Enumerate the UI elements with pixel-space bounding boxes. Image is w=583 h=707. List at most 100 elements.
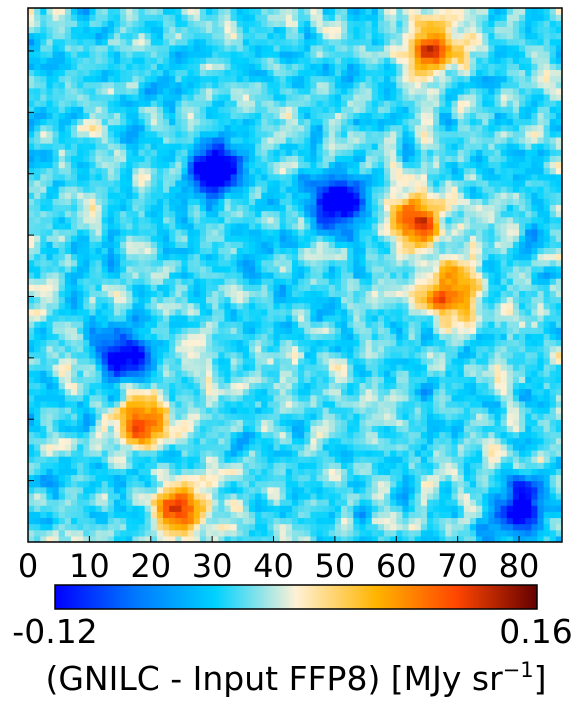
heatmap-cell	[156, 523, 164, 531]
heatmap-cell	[341, 376, 348, 384]
heatmap-cell	[322, 290, 330, 298]
heatmap-cell	[199, 284, 207, 291]
heatmap-cell	[156, 376, 164, 384]
heatmap-cell	[107, 265, 115, 273]
heatmap-cell	[224, 517, 232, 525]
heatmap-cell	[426, 443, 434, 451]
heatmap-cell	[132, 388, 140, 396]
heatmap-cell	[113, 400, 121, 408]
heatmap-cell	[150, 480, 158, 488]
heatmap-cell	[347, 265, 354, 273]
heatmap-cell	[420, 204, 428, 212]
heatmap-cell	[328, 413, 336, 420]
heatmap-cell	[169, 271, 176, 279]
heatmap-cell	[500, 327, 508, 334]
heatmap-cell	[163, 370, 170, 377]
heatmap-cell	[175, 364, 183, 371]
heatmap-cell	[353, 253, 361, 261]
heatmap-cell	[519, 333, 526, 341]
heatmap-cell	[359, 456, 367, 463]
heatmap-cell	[150, 247, 158, 255]
heatmap-cell	[175, 480, 183, 488]
heatmap-cell	[187, 364, 195, 371]
heatmap-cell	[285, 456, 293, 463]
heatmap-cell	[150, 296, 158, 304]
heatmap-cell	[359, 222, 367, 230]
heatmap-cell	[334, 321, 342, 328]
heatmap-cell	[420, 394, 428, 402]
heatmap-cell	[525, 425, 532, 433]
heatmap-cell	[28, 204, 35, 212]
heatmap-cell	[193, 492, 201, 500]
heatmap-cell	[255, 278, 262, 285]
heatmap-cell	[224, 235, 232, 242]
heatmap-cell	[549, 321, 557, 328]
heatmap-cell	[433, 241, 440, 248]
heatmap-cell	[273, 321, 281, 328]
heatmap-cell	[482, 216, 489, 224]
heatmap-cell	[144, 406, 152, 414]
heatmap-cell	[113, 278, 121, 285]
heatmap-cell	[187, 382, 195, 390]
heatmap-cell	[500, 198, 508, 206]
heatmap-cell	[298, 413, 305, 420]
heatmap-cell	[242, 376, 250, 384]
heatmap-cell	[89, 333, 97, 341]
heatmap-cell	[255, 271, 262, 279]
heatmap-cell	[426, 247, 434, 255]
heatmap-cell	[40, 400, 48, 408]
heatmap-cell	[46, 308, 54, 316]
heatmap-cell	[218, 235, 226, 242]
heatmap-cell	[531, 462, 539, 469]
heatmap-cell	[384, 271, 391, 279]
heatmap-cell	[248, 284, 256, 291]
heatmap-cell	[476, 327, 483, 334]
heatmap-cell	[101, 413, 109, 420]
heatmap-cell	[126, 443, 133, 451]
heatmap-cell	[40, 241, 48, 248]
heatmap-cell	[89, 486, 97, 494]
heatmap-cell	[482, 278, 489, 285]
heatmap-cell	[519, 302, 526, 310]
heatmap-cell	[531, 314, 539, 322]
heatmap-cell	[58, 431, 66, 439]
heatmap-cell	[255, 259, 262, 267]
heatmap-cell	[463, 271, 471, 279]
heatmap-cell	[89, 425, 97, 433]
heatmap-cell	[414, 302, 422, 310]
heatmap-cell	[83, 406, 90, 414]
heatmap-cell	[77, 394, 84, 402]
heatmap-cell	[46, 247, 54, 255]
heatmap-cell	[396, 462, 404, 469]
heatmap-cell	[291, 284, 299, 291]
heatmap-cell	[310, 425, 318, 433]
heatmap-cell	[212, 216, 219, 224]
heatmap-cell	[549, 302, 557, 310]
heatmap-cell	[206, 241, 213, 248]
heatmap-cell	[218, 535, 226, 542]
heatmap-cell	[212, 192, 219, 199]
heatmap-cell	[120, 443, 127, 451]
heatmap-cell	[248, 339, 256, 347]
heatmap-cell	[334, 376, 342, 384]
heatmap-cell	[488, 308, 496, 316]
heatmap-cell	[193, 499, 201, 506]
heatmap-cell	[488, 388, 496, 396]
heatmap-cell	[433, 431, 440, 439]
heatmap-cell	[236, 505, 244, 512]
heatmap-cell	[377, 437, 385, 445]
heatmap-cell	[371, 431, 379, 439]
heatmap-cell	[107, 370, 115, 377]
heatmap-cell	[95, 406, 103, 414]
heatmap-cell	[451, 376, 459, 384]
heatmap-cell	[144, 247, 152, 255]
heatmap-cell	[113, 456, 121, 463]
heatmap-cell	[150, 228, 158, 236]
heatmap-cell	[537, 265, 545, 273]
heatmap-cell	[101, 535, 109, 542]
heatmap-cell	[58, 198, 66, 206]
heatmap-cell	[549, 462, 557, 469]
heatmap-cell	[255, 247, 262, 255]
heatmap-cell	[169, 241, 176, 248]
heatmap-cell	[107, 222, 115, 230]
